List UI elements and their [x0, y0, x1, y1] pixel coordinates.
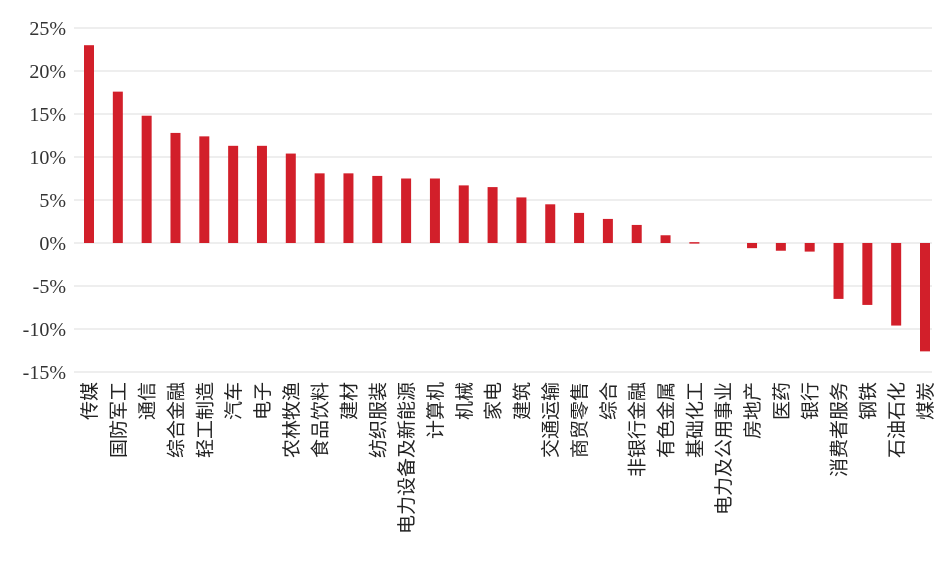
y-axis-tick-labels: 25% 20% 15% 10% 5% 0% -5% -10% -15% — [23, 18, 66, 384]
y-tick-label: -5% — [33, 276, 66, 298]
y-tick-label: -15% — [23, 362, 66, 384]
x-category-label: 汽车 — [223, 382, 245, 420]
x-category-label: 机械 — [454, 382, 476, 420]
x-category-label: 石油石化 — [886, 382, 908, 458]
bar-5 — [228, 145, 239, 243]
x-category-label: 建筑 — [511, 382, 533, 420]
bars — [84, 45, 930, 352]
x-category-label: 传媒 — [79, 382, 101, 420]
x-category-label: 交通运输 — [540, 382, 562, 458]
x-axis-category-labels: 传媒 国防军工 通信 综合金融 轻工制造 汽车 电子 农林牧渔 食品饮料 建材 纺织服装 电力设备及新… — [79, 382, 936, 534]
x-category-label: 家电 — [483, 382, 505, 420]
y-tick-label: 0% — [39, 233, 66, 255]
bar-3 — [170, 132, 181, 243]
bar-17 — [574, 212, 585, 243]
x-category-label: 消费者服务 — [829, 382, 851, 477]
y-tick-label: 5% — [39, 190, 66, 212]
x-category-label: 非银行金融 — [627, 382, 649, 477]
x-category-label: 钢铁 — [857, 382, 879, 420]
bar-29 — [920, 243, 930, 352]
bar-28 — [891, 243, 902, 326]
bar-18 — [602, 218, 613, 243]
bar-16 — [545, 204, 556, 243]
x-category-label: 医药 — [771, 382, 793, 420]
bar-13 — [458, 185, 469, 243]
x-category-label: 有色金属 — [656, 382, 678, 458]
x-category-label: 房地产 — [742, 382, 764, 439]
bar-7 — [285, 153, 296, 243]
bar-26 — [833, 243, 844, 299]
x-category-label: 电子 — [252, 382, 274, 420]
bar-20 — [660, 235, 671, 243]
bar-10 — [372, 175, 383, 243]
x-category-label: 电力及公用事业 — [713, 382, 735, 515]
x-category-label: 电力设备及新能源 — [396, 382, 418, 534]
bar-19 — [631, 224, 642, 243]
bar-8 — [314, 173, 325, 243]
bar-21 — [689, 242, 700, 244]
bar-1 — [112, 91, 123, 243]
x-category-label: 通信 — [137, 382, 159, 420]
y-tick-label: 25% — [29, 18, 66, 40]
x-category-label: 基础化工 — [684, 382, 706, 458]
x-category-label: 银行 — [800, 382, 822, 420]
bar-14 — [487, 187, 498, 243]
x-category-label: 综合 — [598, 382, 620, 420]
y-tick-label: 10% — [29, 147, 66, 169]
gridlines — [74, 27, 932, 373]
x-category-label: 国防军工 — [108, 382, 130, 458]
bar-24 — [775, 243, 786, 251]
bar-2 — [141, 115, 152, 243]
y-tick-label: -10% — [23, 319, 66, 341]
bar-27 — [862, 243, 873, 305]
x-category-label: 农林牧渔 — [281, 382, 303, 458]
bar-23 — [747, 243, 758, 249]
y-tick-label: 15% — [29, 104, 66, 126]
bar-12 — [429, 178, 440, 243]
bar-15 — [516, 197, 527, 243]
bar-6 — [256, 145, 267, 243]
bar-4 — [199, 136, 210, 243]
x-category-label: 商贸零售 — [569, 382, 591, 458]
y-tick-label: 20% — [29, 61, 66, 83]
bar-25 — [804, 243, 815, 252]
bar-9 — [343, 173, 354, 243]
x-category-label: 纺织服装 — [367, 382, 389, 458]
x-category-label: 煤炭 — [915, 382, 936, 420]
x-category-label: 食品饮料 — [310, 382, 332, 458]
bar-0 — [84, 45, 94, 244]
x-category-label: 综合金融 — [165, 382, 187, 458]
x-category-label: 计算机 — [425, 382, 447, 439]
x-category-label: 轻工制造 — [194, 382, 216, 458]
x-category-label: 建材 — [338, 382, 360, 420]
bar-11 — [401, 178, 412, 243]
